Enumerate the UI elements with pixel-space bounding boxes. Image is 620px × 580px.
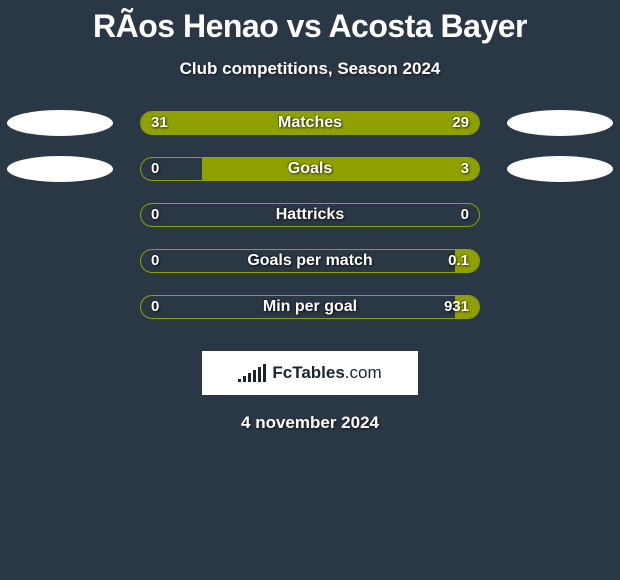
stat-value-left: 0 bbox=[151, 295, 159, 319]
stat-value-right: 29 bbox=[452, 111, 469, 135]
brand-main: FcTables bbox=[272, 363, 344, 382]
stat-track bbox=[140, 295, 480, 319]
brand-bar bbox=[248, 373, 251, 382]
player-right-avatar bbox=[507, 110, 613, 136]
stat-value-left: 0 bbox=[151, 157, 159, 181]
player-left-avatar bbox=[7, 156, 113, 182]
stat-row: 00Hattricks bbox=[0, 203, 620, 227]
player-left-avatar bbox=[7, 110, 113, 136]
stat-track bbox=[140, 111, 480, 135]
infographic-root: RÃ­os Henao vs Acosta Bayer Club competi… bbox=[0, 0, 620, 580]
player-right-avatar bbox=[507, 156, 613, 182]
brand-bar bbox=[238, 379, 241, 382]
brand-bar bbox=[243, 376, 246, 382]
subtitle: Club competitions, Season 2024 bbox=[0, 59, 620, 79]
brand-chart-icon bbox=[238, 364, 266, 382]
stat-fill bbox=[141, 112, 479, 134]
stat-value-right: 931 bbox=[444, 295, 469, 319]
stat-row: 03Goals bbox=[0, 157, 620, 181]
stat-value-left: 0 bbox=[151, 249, 159, 273]
stat-track bbox=[140, 249, 480, 273]
brand-text: FcTables.com bbox=[272, 363, 381, 383]
date-label: 4 november 2024 bbox=[0, 413, 620, 433]
stat-track bbox=[140, 157, 480, 181]
stat-value-right: 0.1 bbox=[448, 249, 469, 273]
page-title: RÃ­os Henao vs Acosta Bayer bbox=[0, 0, 620, 45]
stat-value-right: 0 bbox=[461, 203, 469, 227]
brand-bar bbox=[263, 364, 266, 382]
stat-row: 00.1Goals per match bbox=[0, 249, 620, 273]
brand-badge[interactable]: FcTables.com bbox=[202, 351, 418, 395]
stat-fill bbox=[202, 158, 479, 180]
stat-track bbox=[140, 203, 480, 227]
brand-suffix: .com bbox=[345, 363, 382, 382]
stat-row: 3129Matches bbox=[0, 111, 620, 135]
stat-value-right: 3 bbox=[461, 157, 469, 181]
stat-row: 0931Min per goal bbox=[0, 295, 620, 319]
stat-value-left: 0 bbox=[151, 203, 159, 227]
brand-bar bbox=[253, 370, 256, 382]
stat-rows: 3129Matches03Goals00Hattricks00.1Goals p… bbox=[0, 111, 620, 319]
stat-value-left: 31 bbox=[151, 111, 168, 135]
brand-bar bbox=[258, 367, 261, 382]
